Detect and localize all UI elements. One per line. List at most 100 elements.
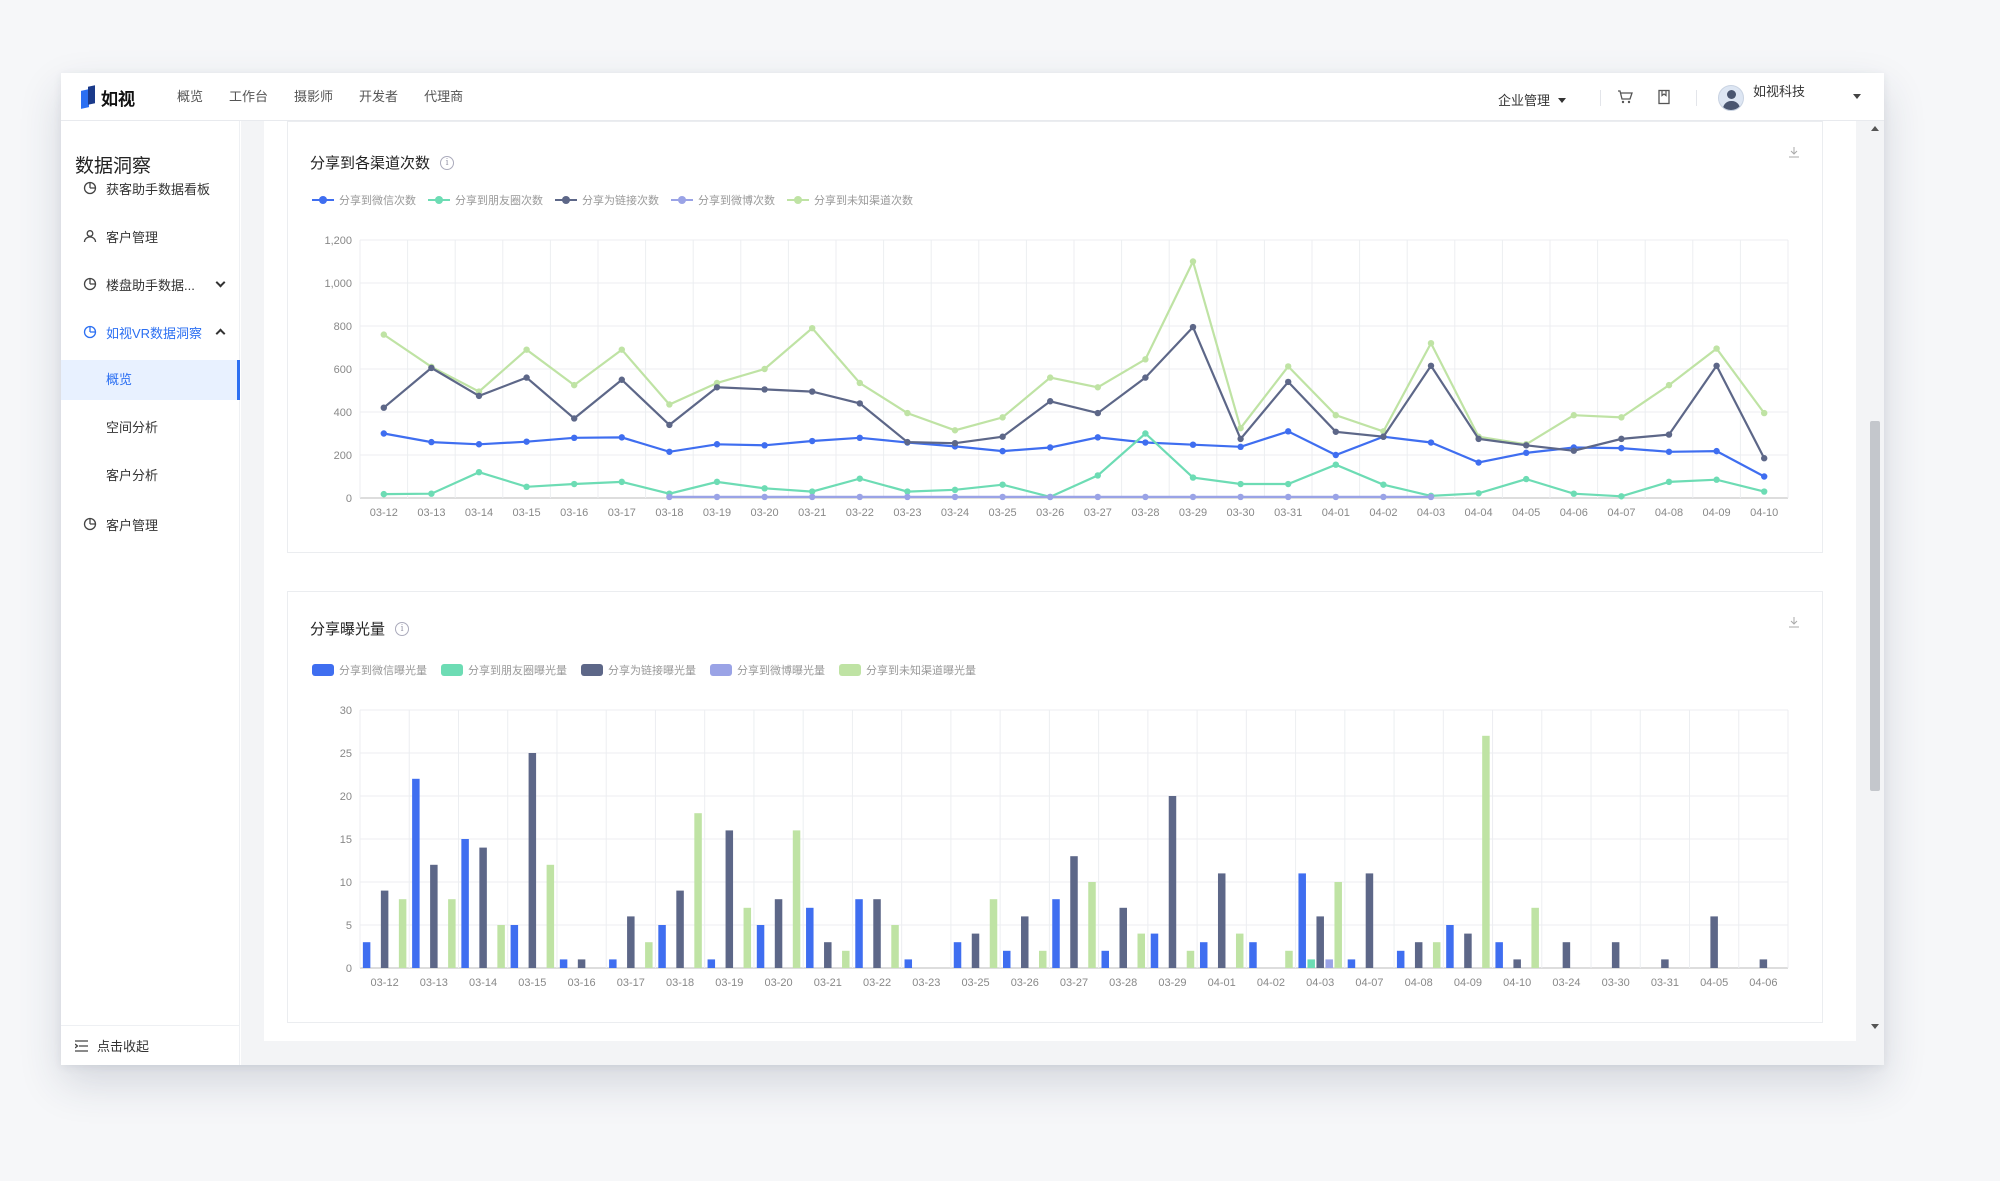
x-tick-label: 04-06 (1749, 977, 1777, 989)
scrollbar[interactable] (1864, 121, 1884, 1065)
data-point (380, 430, 387, 437)
data-point (666, 448, 673, 455)
series-line (383, 325, 1766, 459)
x-tick-label: 03-21 (814, 977, 842, 989)
data-point (713, 478, 721, 486)
data-point (1285, 378, 1292, 386)
enterprise-label: 企业管理 (1498, 93, 1551, 108)
data-point (523, 438, 530, 445)
sidebar-item-label: 楼盘助手数据... (106, 277, 195, 293)
avatar[interactable] (1718, 85, 1744, 111)
collapse-label: 点击收起 (97, 1039, 150, 1054)
y-tick-label: 600 (334, 364, 352, 376)
data-point (1427, 362, 1435, 369)
collapse-sidebar-button[interactable]: 点击收起 (61, 1025, 240, 1065)
data-point (1332, 451, 1340, 459)
x-tick-label: 03-29 (1158, 977, 1186, 989)
chevron-up-icon (215, 328, 226, 339)
x-tick-label: 03-28 (1131, 507, 1159, 519)
sidebar-item-acquisition-dashboard[interactable]: 获客助手数据看板 (61, 168, 240, 208)
document-icon[interactable] (1656, 89, 1672, 105)
user-menu-caret-icon[interactable] (1853, 94, 1861, 99)
data-point (1189, 323, 1197, 331)
x-tick-label: 03-23 (893, 507, 921, 519)
y-tick-label: 1,200 (324, 235, 352, 247)
bar (1562, 942, 1571, 968)
data-point (1427, 340, 1435, 347)
bar (362, 942, 371, 968)
scroll-thumb[interactable] (1870, 421, 1880, 791)
bar (1285, 950, 1293, 968)
nav-item-overview[interactable]: 概览 (177, 89, 204, 104)
x-tick-label: 04-08 (1655, 507, 1683, 519)
data-point (904, 493, 911, 501)
user-name[interactable]: 如视科技 (1753, 84, 1806, 99)
data-point (1332, 461, 1340, 468)
info-icon[interactable]: i (395, 621, 410, 636)
sidebar-item-property-assistant[interactable]: 楼盘助手数据... (61, 264, 240, 304)
x-tick-label: 04-10 (1503, 977, 1531, 989)
logo[interactable]: 如视 (81, 85, 135, 109)
line-chart: 分享到微信次数 分享到朋友圈次数 分享为链接次数 分享到微博次数 分享到未知渠道次数 0 2… (312, 193, 1789, 519)
download-icon[interactable] (1788, 146, 1800, 158)
data-point (856, 400, 863, 407)
data-point (1285, 363, 1292, 370)
sidebar-item-customer-management-2[interactable]: 客户管理 (61, 504, 240, 544)
bar (1070, 856, 1078, 968)
cart-icon[interactable] (1617, 89, 1633, 105)
x-tick-label: 03-20 (751, 507, 779, 519)
download-icon[interactable] (1788, 616, 1800, 628)
scroll-up-icon[interactable] (1871, 126, 1879, 131)
nav-item-agent[interactable]: 代理商 (424, 89, 464, 104)
data-point (1618, 444, 1625, 452)
data-point (1142, 356, 1149, 363)
x-tick-label: 03-19 (703, 507, 731, 519)
data-point (1047, 493, 1054, 501)
data-point (761, 485, 768, 492)
data-point (428, 490, 435, 497)
data-point (1713, 362, 1720, 369)
x-tick-label: 03-14 (465, 507, 493, 519)
sidebar-item-customer-management[interactable]: 客户管理 (61, 216, 240, 256)
bar (756, 925, 765, 968)
bar (1661, 959, 1669, 968)
card-title: 分享曝光量 (310, 621, 386, 638)
data-point (1570, 447, 1578, 454)
nav-item-photographer[interactable]: 摄影师 (294, 89, 334, 104)
data-point (1713, 447, 1720, 455)
sidebar-subitem-space-analysis[interactable]: 空间分析 (106, 420, 159, 435)
share-count-card: 分享到各渠道次数 i 分享到微信次数 分享到朋友圈次数 分享为链接次数 分享到微博次数… (287, 121, 1823, 553)
enterprise-dropdown[interactable]: 企业管理 (1498, 90, 1567, 109)
bar (1088, 882, 1096, 968)
info-icon[interactable]: i (440, 155, 455, 170)
bar (1513, 959, 1521, 968)
data-point (1094, 472, 1101, 479)
data-point (666, 421, 673, 429)
x-tick-label: 03-17 (617, 977, 645, 989)
data-point (523, 346, 530, 353)
data-point (713, 441, 721, 448)
bar (398, 899, 407, 968)
data-point (809, 437, 816, 445)
data-point (1761, 409, 1768, 417)
card-title: 分享到各渠道次数 (310, 155, 431, 172)
sidebar-subitem-customer-analysis[interactable]: 客户分析 (106, 468, 159, 483)
nav-item-developer[interactable]: 开发者 (359, 89, 399, 104)
bar (725, 830, 734, 968)
data-point (904, 488, 911, 495)
data-point (666, 401, 673, 408)
x-tick-label: 03-25 (961, 977, 989, 989)
bar (792, 830, 801, 968)
x-tick-label: 03-18 (666, 977, 694, 989)
nav-item-workbench[interactable]: 工作台 (229, 89, 269, 104)
menu-fold-icon (75, 1039, 88, 1052)
scroll-down-icon[interactable] (1871, 1024, 1879, 1029)
logo-text: 如视 (101, 89, 135, 109)
data-point (761, 493, 768, 501)
bar (1347, 959, 1356, 968)
sidebar-subitem-overview[interactable]: 概览 (61, 360, 240, 400)
legend-marker (319, 196, 327, 204)
sidebar-item-vr-insights[interactable]: 如视VR数据洞察 (61, 312, 240, 352)
data-point (1094, 493, 1101, 501)
share-exposure-card: 分享曝光量 i 分享到微信曝光量 分享到朋友圈曝光量 分享为链接曝光量 分享到微博曝光… (287, 591, 1823, 1023)
